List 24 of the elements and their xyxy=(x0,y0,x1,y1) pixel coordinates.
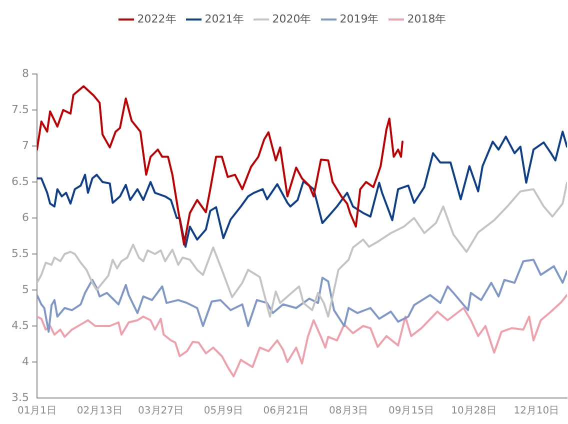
y-tick-label: 8 xyxy=(22,66,29,80)
x-tick-label: 10月28日 xyxy=(451,406,497,417)
y-tick-label: 4.5 xyxy=(12,318,29,332)
y-tick-label: 3.5 xyxy=(12,390,29,404)
x-tick-label: 01月1日 xyxy=(17,406,57,417)
x-tick-label: 05月9日 xyxy=(204,406,243,417)
y-tick-label: 6 xyxy=(22,210,29,224)
x-tick-label: 12月10日 xyxy=(514,406,560,417)
x-tick-label: 06月21日 xyxy=(263,406,309,417)
x-tick-label: 02月13日 xyxy=(76,406,122,417)
x-tick-label: 08月3日 xyxy=(329,406,368,417)
y-tick-label: 7.5 xyxy=(12,102,29,116)
legend-label: 2019年 xyxy=(340,12,379,26)
legend-label: 2018年 xyxy=(407,12,446,26)
y-tick-label: 7 xyxy=(22,138,29,152)
legend-label: 2021年 xyxy=(204,12,244,26)
x-tick-label: 09月15日 xyxy=(388,406,434,417)
y-tick-label: 5 xyxy=(22,282,29,296)
x-tick-label: 03月27日 xyxy=(138,406,184,417)
y-tick-label: 6.5 xyxy=(12,174,29,188)
legend-label: 2022年 xyxy=(137,12,176,26)
y-tick-label: 4 xyxy=(22,354,29,368)
y-tick-label: 5.5 xyxy=(12,246,29,260)
legend-label: 2020年 xyxy=(272,12,312,26)
